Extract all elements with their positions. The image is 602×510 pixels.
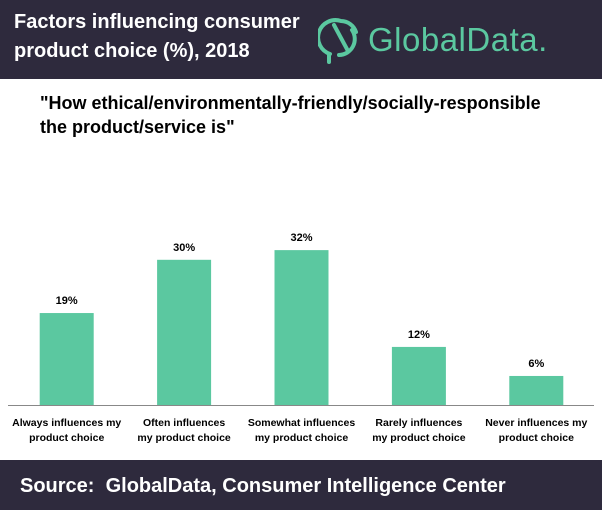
bar (509, 375, 564, 405)
bar (39, 313, 94, 405)
chart-title: Factors influencing consumer product cho… (14, 8, 314, 66)
data-label: 30% (173, 242, 195, 254)
logo-wordmark: GlobalData. (368, 21, 548, 58)
bar (391, 346, 446, 405)
footer-banner: Source: GlobalData, Consumer Intelligenc… (0, 460, 602, 510)
bar-chart: 19% Always influences my product choice 30%… (8, 232, 594, 444)
chart-title-line2: product choice (%), 2018 (14, 40, 250, 62)
chart-subtitle: "How ethical/environmentally-friendly/so… (40, 91, 580, 139)
x-tick-label: product choice (29, 432, 104, 444)
x-tick-label: Always influences my (12, 417, 121, 429)
x-tick-label: my product choice (372, 432, 466, 444)
x-tick-label: my product choice (137, 432, 231, 444)
subtitle-line2: the product/service is" (40, 117, 235, 137)
x-tick-label: Never influences my (485, 417, 587, 429)
data-label: 6% (528, 358, 544, 370)
bar (157, 259, 212, 405)
data-label: 12% (408, 329, 430, 341)
globaldata-logo: GlobalData. (318, 12, 594, 68)
x-tick-label: Rarely influences (375, 417, 462, 429)
chart-title-line1: Factors influencing consumer (14, 11, 300, 33)
bar (274, 250, 329, 405)
x-tick-label: my product choice (255, 432, 349, 444)
subtitle-line1: "How ethical/environmentally-friendly/so… (40, 93, 541, 113)
header-banner: Factors influencing consumer product cho… (0, 0, 602, 79)
source-note: Source: GlobalData, Consumer Intelligenc… (20, 475, 506, 497)
globaldata-logo-icon (318, 18, 358, 64)
x-tick-label: product choice (499, 432, 574, 444)
data-label: 32% (290, 232, 312, 244)
x-tick-label: Somewhat influences (248, 417, 356, 429)
x-tick-label: Often influences (143, 417, 225, 429)
data-label: 19% (56, 295, 78, 307)
